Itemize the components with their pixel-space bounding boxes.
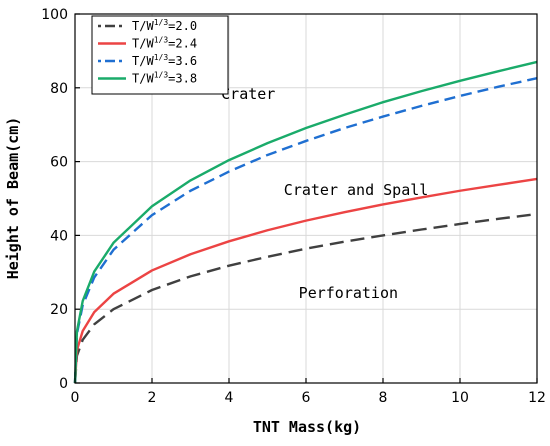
- series-line-1: [73, 212, 538, 384]
- y-tick-label: 100: [41, 7, 68, 23]
- region-label-3: Perforation: [299, 284, 398, 302]
- annotations: Crater Crater and Spall Perforation: [221, 85, 428, 302]
- y-tick-label: 60: [50, 155, 68, 171]
- x-tick-label: 8: [379, 390, 388, 406]
- legend: T/W1/3=2.0 T/W1/3=2.4 T/W1/3=3.6 T/W1/3=3.8: [91, 15, 229, 95]
- y-tick-label: 40: [50, 228, 68, 244]
- series-line-3: [73, 77, 538, 384]
- x-tick-label: 4: [225, 390, 234, 406]
- legend-label-1: T/W1/3=2.0: [132, 18, 197, 33]
- y-tick-label: 0: [59, 376, 68, 392]
- y-axis-title: Height of Beam(cm): [4, 117, 22, 280]
- x-tick-label: 2: [148, 390, 157, 406]
- y-tick-label: 20: [50, 302, 68, 318]
- region-label-2: Crater and Spall: [284, 181, 429, 199]
- region-label-1: Crater: [221, 85, 275, 103]
- x-axis-title: TNT Mass(kg): [253, 418, 361, 436]
- x-tick-label: 10: [451, 390, 469, 406]
- legend-box: [91, 15, 229, 95]
- series-line-4: [73, 60, 538, 384]
- legend-label-3: T/W1/3=3.6: [132, 53, 197, 68]
- legend-label-2: T/W1/3=2.4: [132, 36, 197, 51]
- legend-label-4: T/W1/3=3.8: [132, 71, 197, 86]
- series-line-2: [73, 177, 538, 384]
- x-tick-label: 6: [302, 390, 311, 406]
- x-tick-label: 0: [71, 390, 80, 406]
- x-tick-label: 12: [528, 390, 546, 406]
- series-layer: [73, 60, 538, 384]
- ticks: 0 2 4 6 8 10 12 0 20 40 60 80 100: [41, 7, 546, 406]
- y-tick-label: 80: [50, 81, 68, 97]
